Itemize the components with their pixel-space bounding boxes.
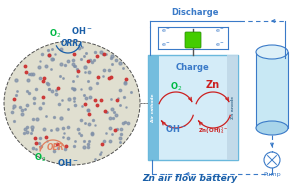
Bar (148, 55, 159, 160)
Bar (148, 55, 238, 160)
Text: OER: OER (47, 143, 65, 153)
Ellipse shape (4, 41, 140, 165)
Text: O$_2$: O$_2$ (49, 28, 61, 40)
Text: OH$^-$: OH$^-$ (57, 156, 79, 167)
Text: O$_2$: O$_2$ (170, 81, 182, 93)
FancyBboxPatch shape (185, 32, 201, 48)
Text: Pump: Pump (263, 172, 281, 177)
Text: Zn(OH)$_4^{2-}$: Zn(OH)$_4^{2-}$ (198, 126, 228, 136)
Text: e$^-$: e$^-$ (161, 41, 171, 49)
Text: Zn air flow battery: Zn air flow battery (142, 174, 237, 183)
Text: Zn anode: Zn anode (231, 96, 234, 119)
Text: e$^-$: e$^-$ (215, 41, 225, 49)
Text: e$^-$: e$^-$ (161, 27, 171, 35)
Bar (227, 55, 238, 160)
Text: Zn: Zn (206, 80, 220, 90)
Text: Charge: Charge (176, 63, 210, 72)
Text: e$^-$: e$^-$ (215, 27, 225, 35)
Text: OH$^-$: OH$^-$ (71, 25, 93, 36)
Text: OH$^-$: OH$^-$ (165, 123, 187, 135)
Text: Discharge: Discharge (171, 8, 219, 17)
Ellipse shape (256, 121, 288, 135)
Bar (256, 52, 288, 128)
Circle shape (264, 152, 280, 168)
Ellipse shape (256, 45, 288, 59)
Text: ORR: ORR (61, 40, 79, 49)
Text: O$_2$: O$_2$ (34, 152, 46, 164)
Text: Air cathode: Air cathode (151, 93, 156, 122)
